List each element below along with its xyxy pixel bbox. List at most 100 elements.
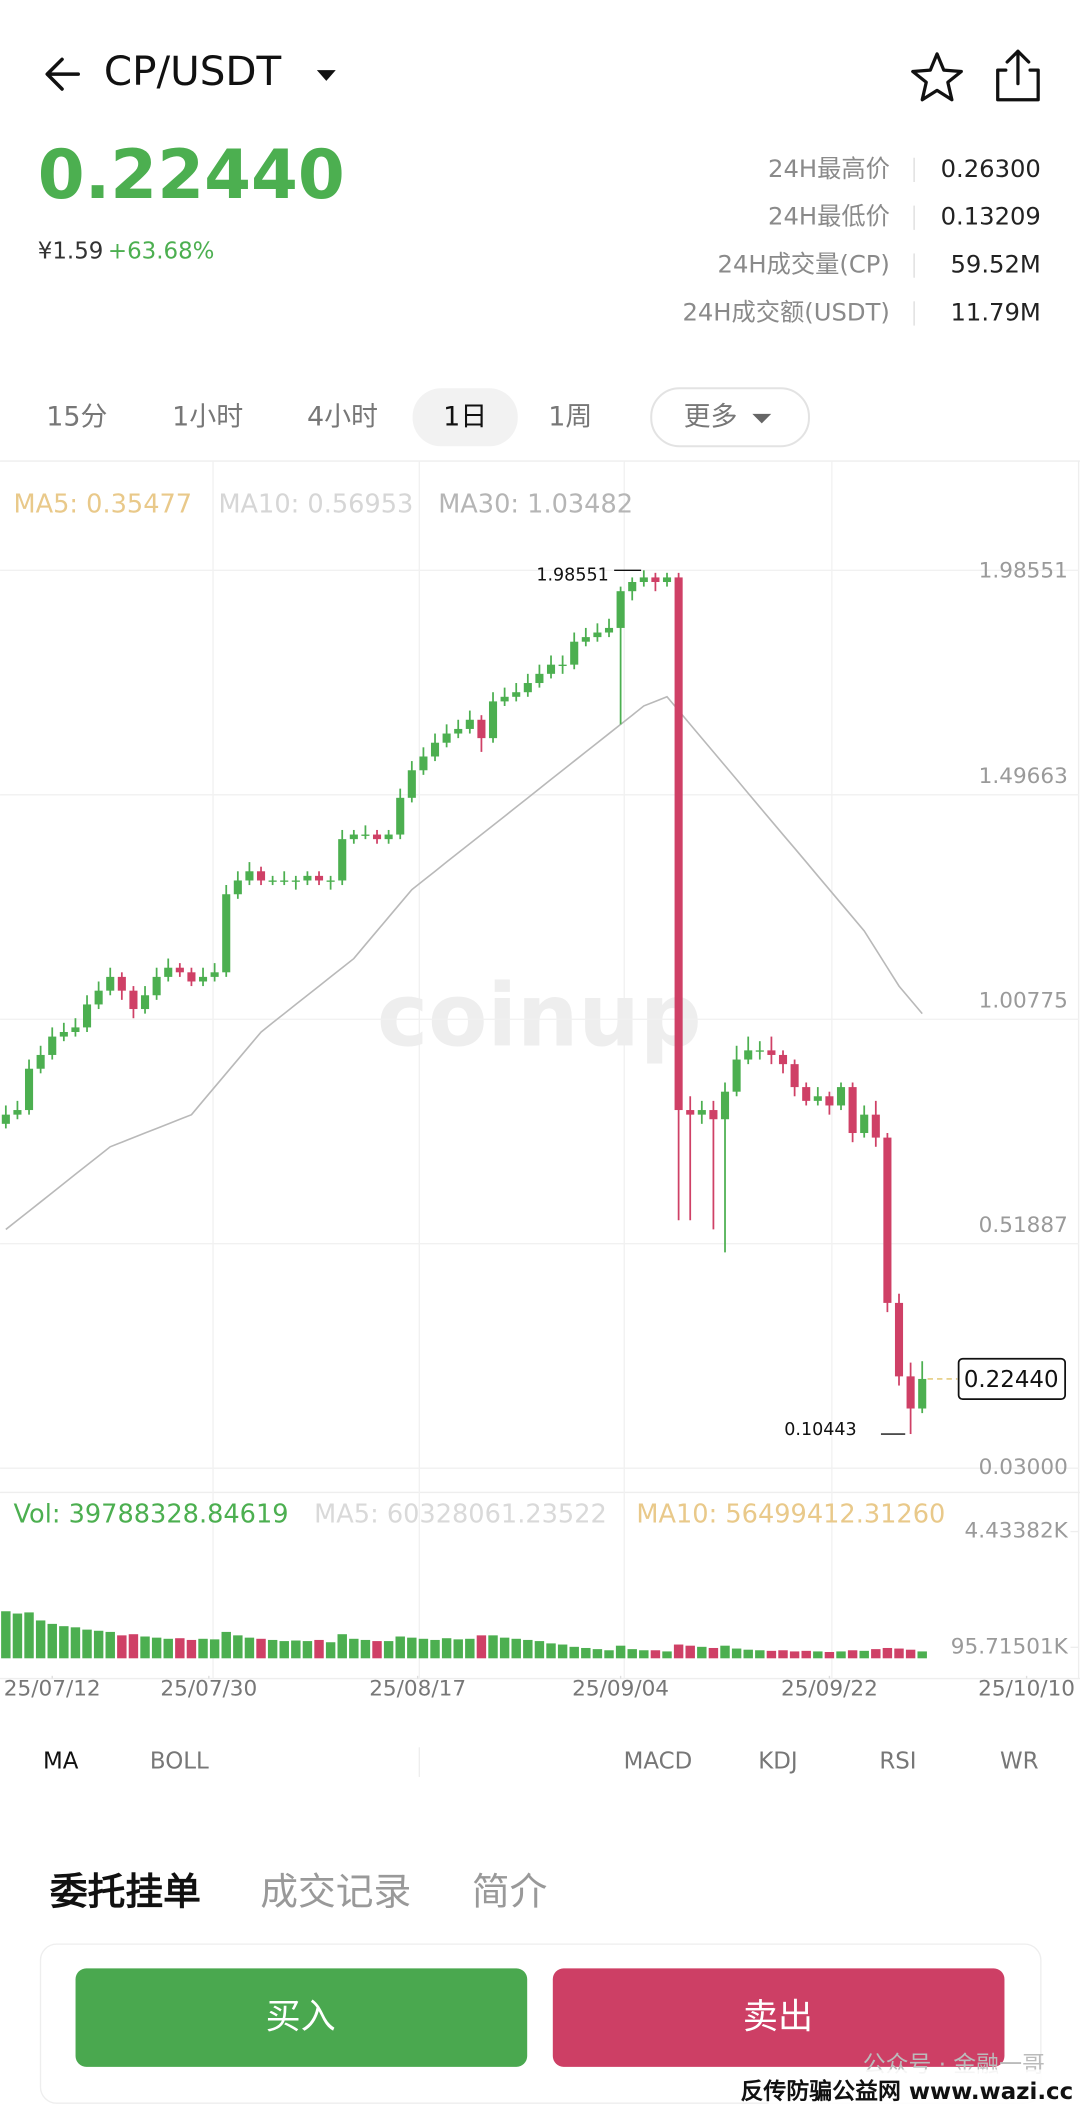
- volume-bar: [476, 1635, 487, 1659]
- section-tab[interactable]: 简介: [472, 1870, 547, 1914]
- x-tick-label: 25/07/12: [4, 1676, 101, 1701]
- timeframe-tab[interactable]: 1日: [443, 401, 487, 432]
- candle-body: [210, 972, 219, 977]
- timeframe-tab[interactable]: 4小时: [307, 401, 378, 432]
- candle-body: [767, 1050, 776, 1055]
- candle-body: [593, 632, 602, 638]
- volume-bar: [244, 1637, 255, 1659]
- volume-bar: [256, 1638, 266, 1659]
- share-box[interactable]: [996, 68, 1040, 102]
- volume-bar: [523, 1639, 533, 1659]
- volume-bar: [847, 1650, 858, 1659]
- volume-bar: [708, 1647, 719, 1659]
- volume-bar: [511, 1638, 521, 1659]
- volume-bar: [221, 1631, 231, 1659]
- candle-body: [906, 1376, 915, 1409]
- volume-bar: [93, 1630, 104, 1659]
- volume-bar: [604, 1650, 614, 1659]
- volume-bar: [418, 1638, 429, 1659]
- volume-bar: [557, 1644, 568, 1659]
- candle-body: [871, 1114, 880, 1138]
- volume-bar: [140, 1636, 150, 1659]
- price-change: +63.68%: [108, 239, 215, 265]
- candle-body: [720, 1091, 730, 1120]
- sell-label[interactable]: 卖出: [743, 1996, 813, 2037]
- candle-body: [303, 875, 312, 881]
- candle-body: [894, 1302, 904, 1377]
- candle-body: [488, 701, 498, 739]
- indicator-tab[interactable]: RSI: [879, 1749, 916, 1775]
- candle-body: [361, 834, 370, 836]
- candle-body: [709, 1110, 718, 1120]
- buy-label[interactable]: 买入: [266, 1996, 336, 2037]
- volume-bar: [198, 1638, 208, 1659]
- indicator-tab[interactable]: BOLL: [150, 1749, 209, 1775]
- indicator-tab[interactable]: MA: [43, 1749, 79, 1775]
- candle-body: [291, 880, 300, 882]
- volume-bar: [859, 1650, 869, 1659]
- indicator-tab[interactable]: MACD: [624, 1749, 693, 1775]
- timeframe-tab[interactable]: 更多: [684, 401, 738, 432]
- candle-body: [616, 591, 625, 628]
- volume-legend: Vol: 39788328.84619: [14, 1499, 289, 1529]
- volume-bar: [105, 1631, 115, 1659]
- last-price-box: [957, 1357, 1067, 1401]
- candle-body: [198, 976, 208, 982]
- volume-bar: [12, 1613, 23, 1659]
- indicator-tab[interactable]: KDJ: [758, 1749, 797, 1775]
- candle-body: [407, 770, 416, 798]
- volume-bar: [117, 1635, 127, 1659]
- candle-body: [140, 995, 150, 1010]
- favorite-icon[interactable]: [911, 52, 963, 102]
- volume-bar: [233, 1635, 243, 1659]
- pair-dropdown[interactable]: [316, 70, 336, 81]
- volume-bar: [175, 1638, 185, 1659]
- candle-body: [396, 797, 405, 835]
- candle-body: [465, 719, 474, 729]
- candle-body: [848, 1087, 857, 1134]
- share-icon[interactable]: [996, 49, 1040, 102]
- sell-button[interactable]: [552, 1968, 1005, 2067]
- volume-bar: [801, 1650, 811, 1659]
- candle-body: [222, 894, 231, 973]
- back-icon[interactable]: [45, 57, 80, 91]
- timeframe-tab[interactable]: 1小时: [172, 401, 243, 432]
- candle-body: [651, 577, 660, 583]
- candle-body: [372, 834, 382, 840]
- stat-label: 24H成交量(CP): [718, 250, 890, 279]
- volume-bar: [882, 1647, 893, 1659]
- buy-button[interactable]: [75, 1968, 528, 2067]
- timeframe-tab[interactable]: 1周: [548, 401, 592, 432]
- candle-body: [175, 967, 184, 973]
- volume-bar: [279, 1641, 289, 1659]
- candle-body: [918, 1378, 927, 1409]
- candle-body: [36, 1054, 45, 1069]
- volume-bar: [209, 1639, 220, 1659]
- volume-bar: [836, 1651, 846, 1659]
- pair-title[interactable]: CP/USDT: [104, 47, 282, 95]
- candle-body: [314, 875, 324, 881]
- share-arrow[interactable]: [1005, 49, 1031, 86]
- candle-body: [419, 756, 428, 771]
- timeframe-tab[interactable]: 15分: [46, 401, 107, 432]
- stat-label: 24H最高价: [768, 154, 890, 183]
- volume-bar: [35, 1620, 46, 1659]
- volume-legend: MA5: 60328061.23522: [314, 1499, 607, 1529]
- candle-body: [48, 1036, 57, 1055]
- section-tab[interactable]: 成交记录: [260, 1870, 411, 1914]
- volume-bar: [905, 1649, 916, 1659]
- volume-bar: [894, 1648, 904, 1659]
- more-arrow[interactable]: [752, 413, 772, 424]
- volume-bar: [569, 1646, 579, 1659]
- volume-legend: MA10: 56499412.31260: [636, 1499, 945, 1529]
- candle-body: [744, 1050, 753, 1060]
- volume-bar: [70, 1627, 81, 1659]
- indicator-tab[interactable]: WR: [1000, 1749, 1039, 1775]
- candle-body: [280, 880, 289, 882]
- volume-bar: [430, 1639, 440, 1659]
- candle-body: [628, 582, 637, 592]
- more-pill[interactable]: [650, 387, 810, 448]
- volume-bar: [291, 1640, 301, 1659]
- section-tab[interactable]: 委托挂单: [50, 1870, 201, 1914]
- volume-bar: [627, 1649, 637, 1659]
